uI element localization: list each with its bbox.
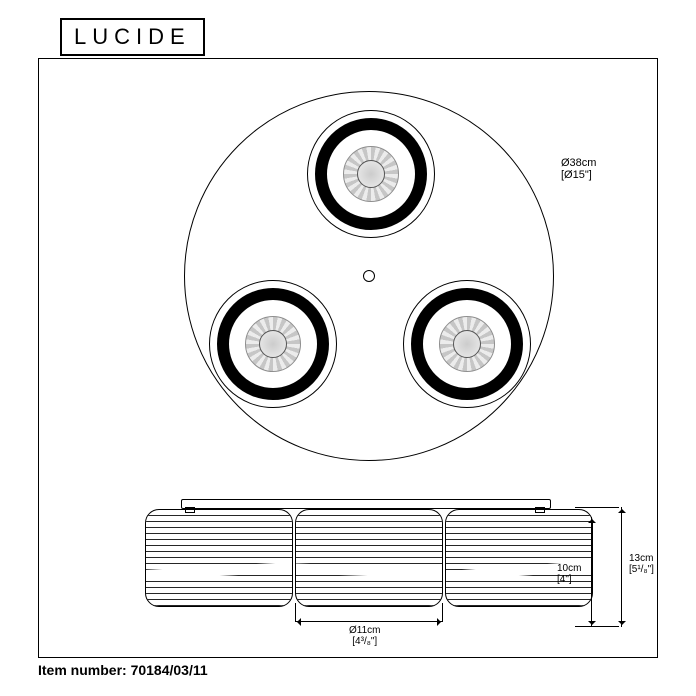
dimension-shade-height: 10cm [4"]: [587, 517, 617, 627]
lamp-3: [403, 280, 531, 408]
item-number: Item number: 70184/03/11: [38, 662, 208, 678]
dim-value-imperial: [5¹/₈"]: [629, 564, 654, 575]
lamp-2: [209, 280, 337, 408]
ceiling-plate: [181, 499, 551, 509]
shade-3: [445, 509, 593, 607]
dim-value-imperial: [4³/₈"]: [349, 636, 381, 647]
dim-value-imperial: [4"]: [557, 574, 581, 585]
item-number-label: Item number:: [38, 662, 127, 678]
dim-value: 13cm: [629, 553, 654, 564]
dim-value: Ø38cm: [561, 157, 596, 169]
item-number-value: 70184/03/11: [131, 662, 208, 678]
shade-1: [145, 509, 293, 607]
dim-value-imperial: [Ø15"]: [561, 169, 596, 181]
dimension-diameter: Ø38cm [Ø15"]: [561, 157, 596, 181]
shade-2: [295, 509, 443, 607]
side-elevation: [145, 499, 593, 627]
center-hole: [363, 270, 375, 282]
top-view-baseplate: [184, 91, 554, 461]
dimension-total-height: 13cm [5¹/₈"]: [617, 507, 677, 627]
lamp-1: [307, 110, 435, 238]
dim-value: 10cm: [557, 563, 581, 574]
drawing-frame: Ø38cm [Ø15"] 10cm [4"] 13cm [5¹/₈"]: [38, 58, 658, 658]
drawing-sheet: LUCIDE Ø38cm [Ø15"]: [0, 0, 696, 696]
brand-logo: LUCIDE: [60, 18, 205, 56]
dimension-shade-width: Ø11cm [4³/₈"]: [295, 615, 443, 643]
dim-value: Ø11cm: [349, 625, 381, 636]
